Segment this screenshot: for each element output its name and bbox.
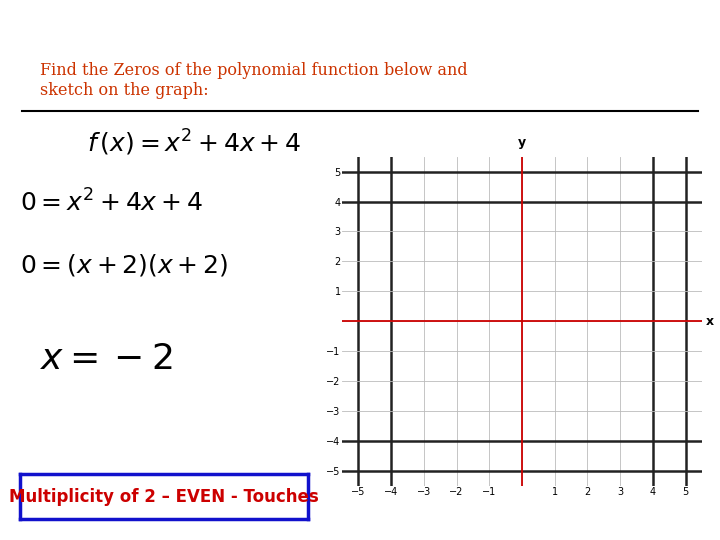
Text: $f\,(x) = x^2 + 4x + 4$: $f\,(x) = x^2 + 4x + 4$ — [87, 128, 302, 158]
Text: Find the Zeros of the polynomial function below and
sketch on the graph:: Find the Zeros of the polynomial functio… — [40, 62, 467, 99]
Text: $0 = (x + 2)(x + 2)$: $0 = (x + 2)(x + 2)$ — [20, 252, 228, 278]
Text: $\mathbf{y}$: $\mathbf{y}$ — [517, 137, 527, 151]
Text: $\mathbf{x}$: $\mathbf{x}$ — [706, 315, 715, 328]
Text: Multiplicity of 2 – EVEN - Touches: Multiplicity of 2 – EVEN - Touches — [9, 488, 319, 505]
Text: $x = -2$: $x = -2$ — [40, 342, 172, 376]
Text: $0 = x^2 + 4x + 4$: $0 = x^2 + 4x + 4$ — [20, 189, 203, 216]
